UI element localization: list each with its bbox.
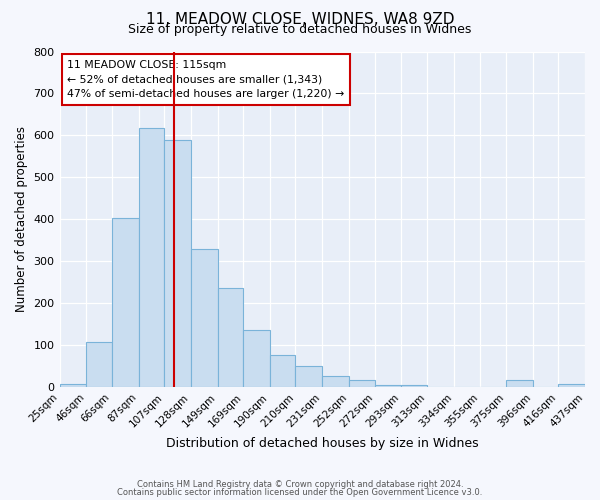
Text: 11, MEADOW CLOSE, WIDNES, WA8 9ZD: 11, MEADOW CLOSE, WIDNES, WA8 9ZD	[146, 12, 454, 28]
Text: Size of property relative to detached houses in Widnes: Size of property relative to detached ho…	[128, 24, 472, 36]
Text: Contains public sector information licensed under the Open Government Licence v3: Contains public sector information licen…	[118, 488, 482, 497]
Bar	[295, 366, 322, 387]
Bar	[374, 385, 401, 387]
Bar	[191, 248, 218, 387]
Bar	[270, 354, 295, 387]
Bar	[349, 380, 374, 387]
Bar	[164, 140, 191, 387]
Bar	[322, 376, 349, 387]
Text: Contains HM Land Registry data © Crown copyright and database right 2024.: Contains HM Land Registry data © Crown c…	[137, 480, 463, 489]
Bar	[59, 384, 86, 387]
Bar	[218, 288, 243, 387]
Y-axis label: Number of detached properties: Number of detached properties	[15, 126, 28, 312]
Text: 11 MEADOW CLOSE: 115sqm
← 52% of detached houses are smaller (1,343)
47% of semi: 11 MEADOW CLOSE: 115sqm ← 52% of detache…	[67, 60, 344, 100]
Bar	[112, 218, 139, 387]
Bar	[86, 342, 112, 387]
X-axis label: Distribution of detached houses by size in Widnes: Distribution of detached houses by size …	[166, 437, 479, 450]
Bar	[401, 385, 427, 387]
Bar	[139, 128, 164, 387]
Bar	[243, 330, 270, 387]
Bar	[558, 384, 585, 387]
Bar	[506, 380, 533, 387]
